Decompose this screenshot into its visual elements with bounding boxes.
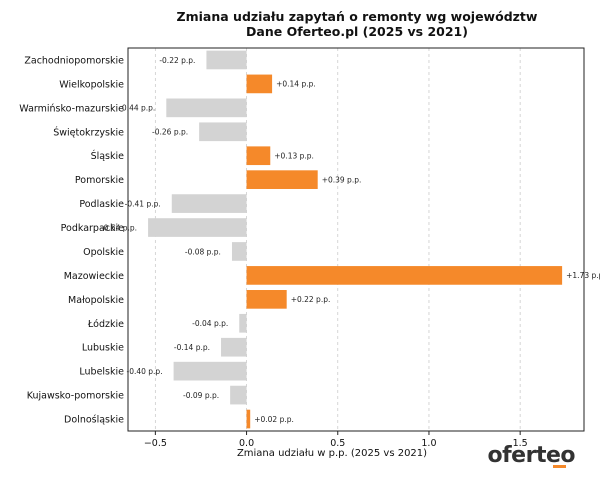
bar (230, 385, 247, 405)
data-label: -0.08 p.p. (185, 247, 221, 256)
data-label: -0.54 p.p. (101, 223, 137, 232)
data-label: +0.13 p.p. (274, 152, 314, 161)
data-label: -0.26 p.p. (152, 128, 188, 137)
category-label: Pomorskie (75, 175, 124, 186)
category-label: Świętokrzyskie (53, 126, 124, 138)
category-label: Lubelskie (79, 367, 124, 378)
data-label: +1.73 p.p. (566, 271, 600, 280)
bar (246, 409, 251, 429)
bar (246, 266, 563, 285)
bar (246, 74, 273, 94)
category-label: Opolskie (83, 247, 124, 258)
data-label: -0.14 p.p. (174, 343, 210, 352)
bar (206, 50, 247, 70)
category-label: Warmińsko-mazurskie (19, 103, 124, 114)
logo-accent-bar (553, 465, 566, 468)
category-label: Wielkopolskie (59, 79, 124, 90)
data-label: -0.41 p.p. (125, 199, 161, 208)
bars (148, 50, 563, 429)
bar (199, 122, 247, 142)
data-label: -0.44 p.p. (119, 104, 155, 113)
data-label: +0.22 p.p. (291, 295, 331, 304)
chart-subtitle: Dane Oferteo.pl (2025 vs 2021) (246, 24, 468, 39)
category-label: Dolnośląskie (64, 415, 124, 426)
x-tick-label: −0.5 (144, 438, 167, 449)
bar (148, 218, 247, 237)
category-label: Mazowieckie (64, 271, 124, 282)
x-ticks: −0.5 0.0 0.5 1.0 1.5 (144, 431, 528, 449)
category-label: Śląskie (91, 150, 125, 162)
bar (239, 313, 247, 333)
chart-title: Zmiana udziału zapytań o remonty wg woje… (177, 9, 538, 24)
plot-frame (127, 47, 585, 432)
data-label: -0.04 p.p. (192, 319, 228, 328)
bar (166, 98, 247, 118)
bar (221, 337, 247, 357)
data-label: -0.40 p.p. (127, 367, 163, 376)
x-axis-label: Zmiana udziału w p.p. (2025 vs 2021) (237, 448, 427, 459)
bar (173, 361, 247, 381)
category-label: Podkarpackie (61, 223, 125, 234)
category-label: Zachodniopomorskie (24, 55, 124, 66)
data-label: -0.22 p.p. (159, 56, 195, 65)
category-label: Kujawsko-pomorskie (27, 391, 124, 402)
data-label: +0.02 p.p. (254, 415, 294, 424)
category-label: Łódzkie (87, 319, 124, 330)
bar (246, 170, 318, 189)
bar (231, 242, 247, 261)
x-tick-label: 1.5 (513, 438, 528, 449)
x-tick-label: 0.0 (239, 438, 254, 449)
data-labels: -0.22 p.p. +0.14 p.p. -0.44 p.p. -0.26 p.p.… (101, 56, 600, 424)
bar (171, 194, 247, 213)
data-label: -0.09 p.p. (183, 391, 219, 400)
bar (246, 290, 287, 309)
oferteo-logo: oferteo (487, 443, 576, 468)
bar (246, 146, 271, 166)
category-label: Małopolskie (68, 295, 124, 306)
category-label: Lubuskie (82, 343, 124, 354)
category-label: Podlaskie (79, 199, 124, 210)
logo-text: oferteo (487, 443, 575, 468)
data-label: +0.14 p.p. (276, 80, 316, 89)
data-label: +0.39 p.p. (322, 175, 362, 184)
x-tick-label: 0.5 (330, 438, 345, 449)
x-tick-label: 1.0 (421, 438, 436, 449)
category-labels: Zachodniopomorskie Wielkopolskie Warmińsko… (19, 55, 124, 425)
